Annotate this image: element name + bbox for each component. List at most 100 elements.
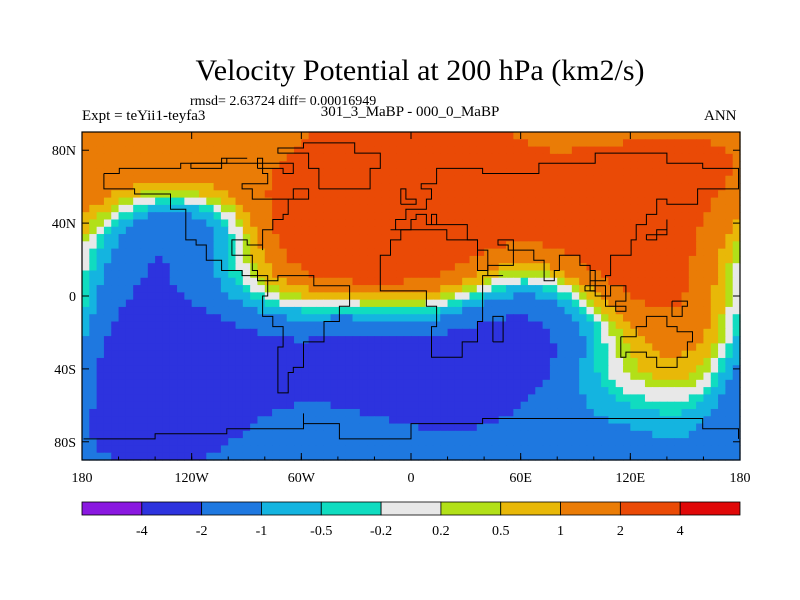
field-cell xyxy=(118,197,127,206)
field-cell xyxy=(330,306,339,315)
field-cell xyxy=(257,226,266,235)
field-cell xyxy=(491,438,500,447)
field-cell xyxy=(710,248,719,257)
field-cell xyxy=(301,285,310,293)
field-cell xyxy=(549,394,558,403)
field-cell xyxy=(718,292,726,301)
colorbar-box xyxy=(560,501,621,516)
field-cell xyxy=(206,343,215,352)
field-cell xyxy=(213,277,222,286)
field-cell xyxy=(272,350,280,359)
field-cell xyxy=(345,248,354,257)
field-cell xyxy=(184,328,193,337)
field-cell xyxy=(272,321,280,330)
field-cell xyxy=(111,183,120,191)
field-cell xyxy=(133,241,142,250)
field-cell xyxy=(184,277,193,286)
field-cell xyxy=(367,357,376,366)
field-cell xyxy=(198,438,207,447)
field-cell xyxy=(674,416,683,425)
field-cell xyxy=(506,168,514,177)
field-cell xyxy=(579,241,588,250)
field-cell xyxy=(330,248,339,257)
field-cell xyxy=(242,255,251,264)
field-cell xyxy=(257,394,266,403)
field-cell xyxy=(644,168,653,177)
field-cell xyxy=(586,445,595,454)
field-cell xyxy=(608,241,617,250)
field-cell xyxy=(681,132,690,140)
field-cell xyxy=(367,387,376,395)
field-cell xyxy=(279,394,288,403)
field-cell xyxy=(520,285,529,293)
field-cell xyxy=(359,292,368,301)
field-cell xyxy=(250,438,259,447)
field-cell xyxy=(549,255,558,264)
field-cell xyxy=(337,168,346,177)
field-cell xyxy=(454,204,463,213)
field-cell xyxy=(571,175,580,184)
field-cell xyxy=(527,438,536,447)
field-cell xyxy=(169,430,178,439)
field-cell xyxy=(725,226,734,235)
field-cell xyxy=(374,263,383,272)
field-cell xyxy=(630,175,639,184)
field-cell xyxy=(403,212,412,221)
field-cell xyxy=(381,226,390,235)
field-cell xyxy=(557,372,566,381)
field-cell xyxy=(601,183,609,191)
field-cell xyxy=(637,394,646,403)
y-tick-label: 80N xyxy=(52,144,76,159)
field-cell xyxy=(242,423,251,432)
field-cell xyxy=(454,321,463,330)
field-cell xyxy=(381,438,390,447)
field-cell xyxy=(703,299,712,308)
field-cell xyxy=(220,445,229,454)
field-cell xyxy=(315,255,324,264)
field-cell xyxy=(571,285,580,293)
field-cell xyxy=(520,452,529,461)
field-cell xyxy=(623,139,631,148)
field-cell xyxy=(198,314,207,323)
field-cell xyxy=(103,168,112,177)
field-cell xyxy=(593,219,602,228)
field-cell xyxy=(367,132,376,140)
field-cell xyxy=(571,321,580,330)
field-cell xyxy=(476,139,485,148)
field-cell xyxy=(308,219,317,228)
field-cell xyxy=(213,445,222,454)
field-cell xyxy=(133,430,142,439)
field-cell xyxy=(250,146,259,155)
field-cell xyxy=(593,139,602,148)
field-cell xyxy=(579,175,588,184)
field-cell xyxy=(89,241,98,250)
field-cell xyxy=(454,175,463,184)
field-cell xyxy=(418,255,427,264)
field-cell xyxy=(111,336,120,344)
field-cell xyxy=(637,153,646,162)
field-cell xyxy=(710,219,719,228)
field-cell xyxy=(381,292,390,301)
field-cell xyxy=(337,408,346,417)
field-cell xyxy=(147,452,156,461)
field-cell xyxy=(447,408,456,417)
field-cell xyxy=(242,285,251,293)
field-cell xyxy=(206,183,215,191)
field-cell xyxy=(520,438,529,447)
field-cell xyxy=(374,394,383,403)
field-cell xyxy=(608,401,617,410)
field-cell xyxy=(425,190,434,199)
field-cell xyxy=(469,423,478,432)
field-cell xyxy=(184,365,193,374)
field-cell xyxy=(337,452,346,461)
field-cell xyxy=(315,219,324,228)
field-cell xyxy=(498,204,507,213)
field-cell xyxy=(250,219,259,228)
field-cell xyxy=(162,379,171,388)
field-cell xyxy=(133,153,142,162)
field-cell xyxy=(710,416,719,425)
field-cell xyxy=(177,132,185,140)
field-cell xyxy=(644,190,653,199)
field-cell xyxy=(242,132,251,140)
field-cell xyxy=(666,161,675,170)
